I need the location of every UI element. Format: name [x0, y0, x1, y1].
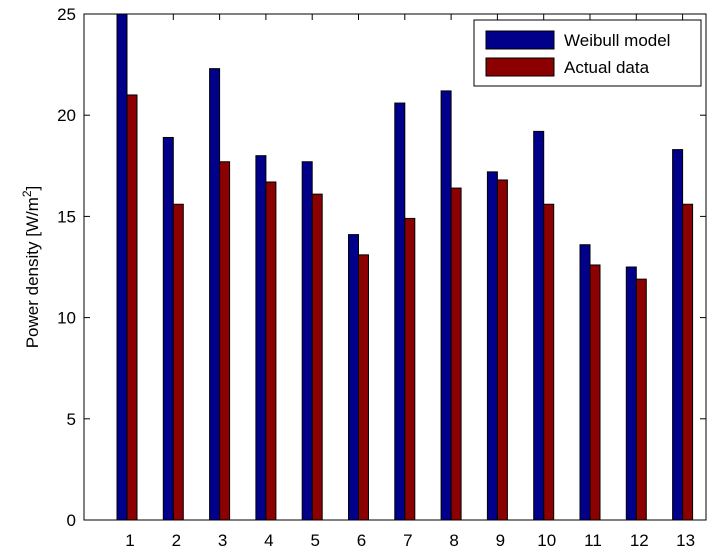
x-tick-label: 6: [357, 531, 366, 549]
bar-actual-6: [358, 254, 369, 521]
bar-weibull-9: [486, 171, 498, 521]
y-axis-label-main: Power density [W/m: [23, 197, 42, 348]
bar-weibull-10: [533, 130, 545, 521]
bar-weibull-7: [394, 102, 406, 521]
bar-actual-1: [126, 94, 138, 521]
bar-actual-9: [496, 179, 508, 521]
legend-swatch-weibull: [485, 30, 555, 50]
y-axis-label-close: ]: [23, 186, 42, 191]
bar-weibull-5: [301, 161, 313, 521]
y-axis-label-superscript: 2: [20, 190, 34, 197]
x-tick-label: 7: [403, 531, 412, 549]
legend: Weibull model Actual data: [473, 19, 702, 87]
x-tick-label: 10: [537, 531, 556, 549]
x-tick-label: 8: [449, 531, 458, 549]
x-tick-label: 5: [310, 531, 319, 549]
bar-actual-13: [682, 203, 694, 521]
bar-weibull-6: [348, 234, 359, 521]
bar-actual-8: [450, 187, 462, 521]
x-tick-label: 11: [584, 531, 602, 549]
y-tick-label: 15: [57, 207, 76, 226]
y-tick-label: 25: [57, 5, 76, 24]
bar-weibull-13: [672, 149, 684, 521]
x-tick-label: 4: [264, 531, 273, 549]
legend-label-weibull: Weibull model: [564, 31, 670, 50]
bar-weibull-4: [255, 155, 267, 521]
bar-actual-12: [635, 278, 647, 521]
legend-label-actual: Actual data: [564, 58, 650, 77]
bar-weibull-8: [440, 90, 452, 521]
bar-actual-3: [219, 161, 231, 521]
bar-actual-4: [265, 181, 277, 521]
legend-swatch-actual: [485, 57, 555, 77]
bar-weibull-2: [162, 136, 174, 521]
x-tick-label: 9: [496, 531, 505, 549]
bar-weibull-3: [209, 68, 221, 521]
bar-actual-11: [589, 264, 601, 521]
bar-actual-2: [172, 203, 184, 521]
y-axis: 0 5 10 15 20 25: [57, 5, 706, 530]
y-tick-label: 10: [57, 309, 76, 328]
x-tick-label: 1: [125, 531, 134, 549]
x-tick-label: 13: [676, 531, 695, 549]
y-axis-label: Power density [W/m2]: [20, 186, 42, 349]
bar-weibull-11: [579, 244, 591, 521]
bar-actual-5: [311, 193, 323, 521]
x-tick-label: 2: [172, 531, 181, 549]
y-tick-label: 20: [57, 106, 76, 125]
bar-actual-7: [404, 217, 416, 521]
bar-weibull-12: [625, 266, 637, 521]
y-tick-label: 0: [67, 511, 76, 530]
x-axis: 1 2 3 4 5 6 7 8 9 10 11 12 13: [125, 14, 695, 549]
x-tick-label: 3: [218, 531, 227, 549]
x-tick-label: 12: [630, 531, 649, 549]
bar-weibull-1: [116, 13, 128, 521]
bars-group: [116, 13, 694, 521]
bar-actual-10: [543, 203, 555, 521]
y-tick-label: 5: [67, 410, 76, 429]
